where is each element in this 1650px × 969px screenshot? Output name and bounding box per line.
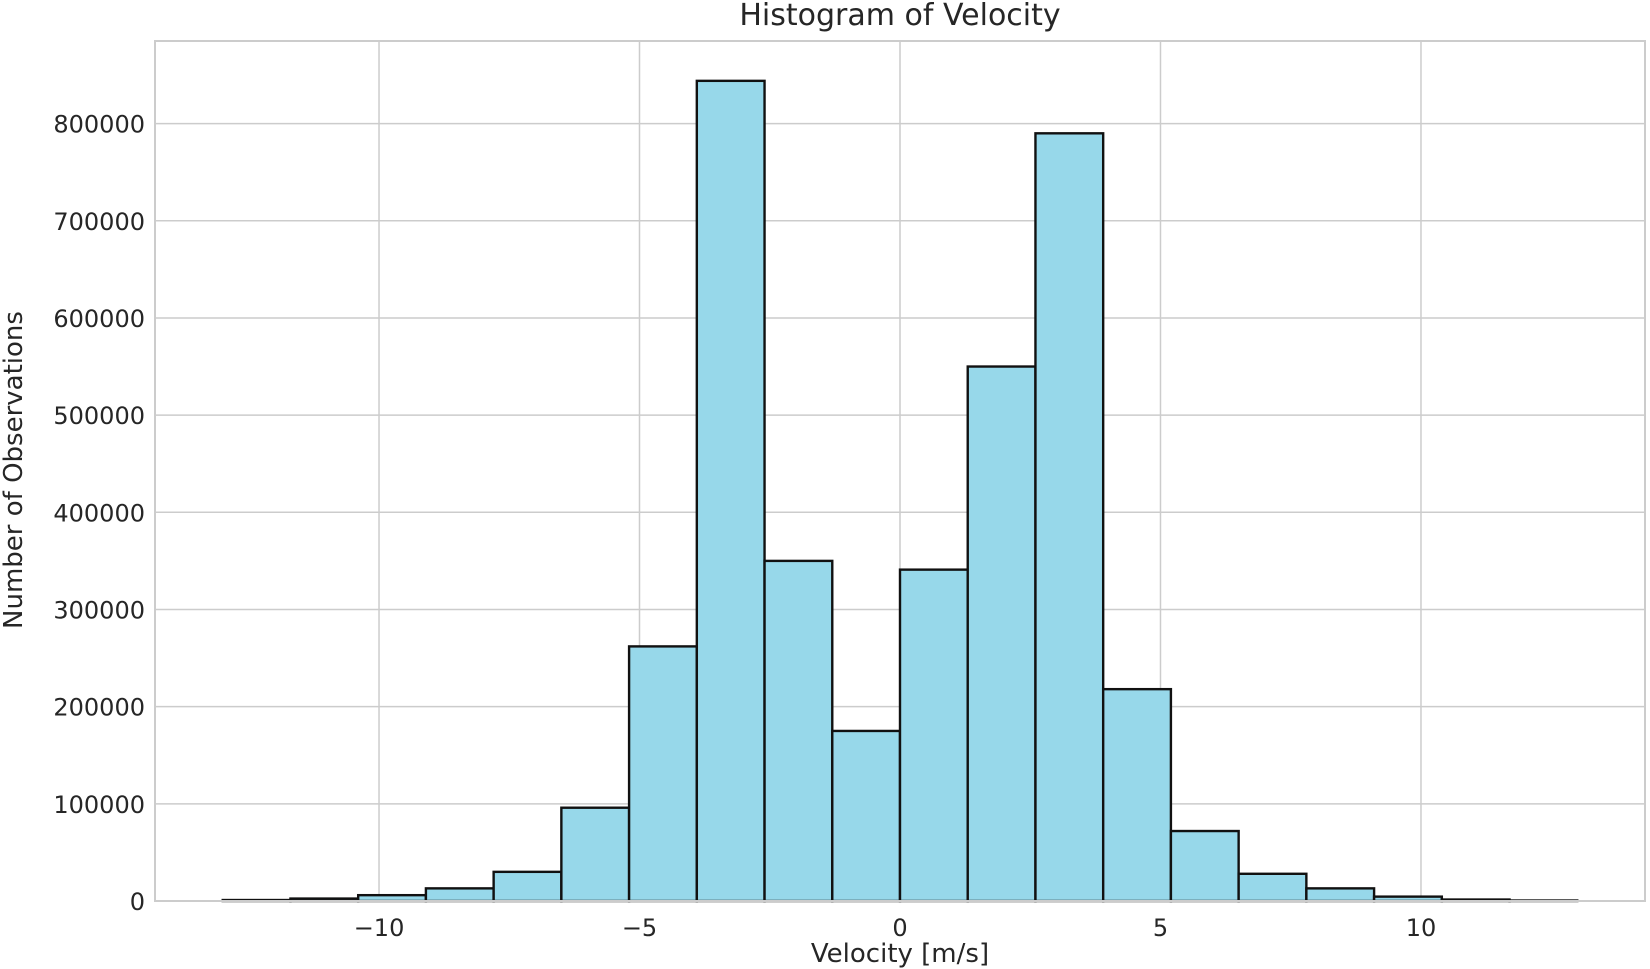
y-tick-label: 0 [130, 888, 145, 916]
histogram-bar [763, 559, 834, 903]
y-tick-label: 300000 [53, 596, 145, 624]
x-axis-label: Velocity [m/s] [811, 939, 989, 969]
histogram-bars [221, 79, 1579, 903]
histogram-bar [627, 645, 699, 903]
histogram-bar [1034, 132, 1105, 903]
x-tick-label: 5 [1153, 914, 1168, 942]
x-tick-label: 0 [892, 914, 907, 942]
y-axis-label: Number of Observations [0, 311, 29, 629]
x-tick-label: 10 [1406, 914, 1437, 942]
x-tick-label: −10 [354, 914, 405, 942]
histogram-bar [695, 79, 766, 903]
x-tick-labels: −10 −5 0 5 10 [354, 914, 1437, 942]
y-tick-label: 400000 [53, 499, 145, 527]
y-tick-label: 700000 [53, 208, 145, 236]
y-tick-label: 800000 [53, 111, 145, 139]
histogram-bar [1169, 829, 1240, 903]
plot-frame [154, 40, 1646, 902]
histogram-bar [1101, 687, 1173, 903]
histogram-bar [560, 806, 631, 903]
chart-title: Histogram of Velocity [739, 0, 1060, 33]
histogram-bar [966, 365, 1037, 903]
y-tick-label: 200000 [53, 694, 145, 722]
histogram-bar [831, 729, 902, 903]
histogram-bar [1237, 872, 1308, 903]
histogram-bar [898, 568, 969, 903]
y-tick-label: 500000 [53, 402, 145, 430]
histogram-bar [424, 887, 495, 903]
histogram-bar [1305, 887, 1376, 903]
y-tick-label: 100000 [53, 791, 145, 819]
y-tick-labels: 0 100000 200000 300000 400000 500000 600000 700… [53, 111, 145, 916]
histogram-bar [492, 870, 563, 903]
x-tick-label: −5 [622, 914, 657, 942]
y-tick-label: 600000 [53, 305, 145, 333]
